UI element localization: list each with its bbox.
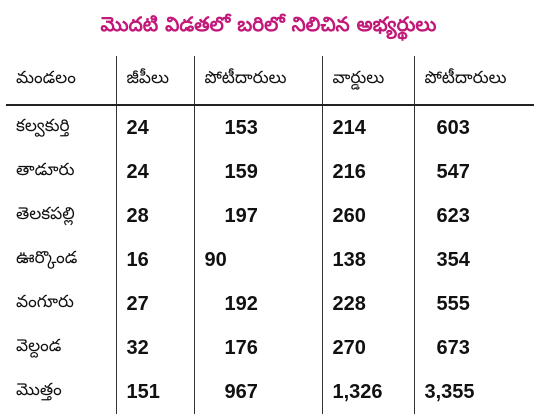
mandal-cell: వంగూరు (16, 292, 74, 312)
total-wards-cell: 1,326 (321, 370, 414, 414)
total-sarpanch-contestants-cell: 967 (193, 370, 322, 414)
table-row: తెలకపల్లి 28 197 260 623 (6, 194, 534, 238)
mandal-cell: ఊర్కొండ (16, 248, 78, 268)
sarpanch-contestants-cell: 159 (193, 150, 322, 194)
gps-cell: 24 (115, 150, 194, 194)
table-row: వంగూరు 27 192 228 555 (6, 282, 534, 326)
table-row: ఊర్కొండ 16 90 138 354 (6, 238, 534, 282)
column-header-ward-contestants: పోటీదారులు (413, 56, 534, 106)
wards-cell: 138 (321, 238, 414, 282)
mandal-cell: వెల్దండ (16, 336, 62, 356)
ward-contestants-cell: 555 (413, 282, 534, 326)
ward-contestants-cell: 603 (413, 105, 534, 150)
wards-cell: 228 (321, 282, 414, 326)
wards-cell: 260 (321, 194, 414, 238)
sarpanch-contestants-cell: 176 (193, 326, 322, 370)
mandal-cell: తాడూరు (16, 160, 75, 180)
column-header-gps: జీపీలు (115, 56, 194, 106)
sarpanch-contestants-cell: 90 (193, 238, 322, 282)
total-label-cell: మొత్తం (16, 380, 62, 400)
wards-cell: 270 (321, 326, 414, 370)
table-title: మొదటి విడతలో బరిలో నిలిచిన అభ్యర్థులు (100, 12, 437, 36)
table-row: తాడూరు 24 159 216 547 (6, 150, 534, 194)
ward-contestants-cell: 623 (413, 194, 534, 238)
ward-contestants-cell: 547 (413, 150, 534, 194)
header-row: మండలం జీపీలు పోటీదారులు వార్డులు పోటీదార… (6, 56, 534, 106)
sarpanch-contestants-cell: 197 (193, 194, 322, 238)
candidates-table: మండలం జీపీలు పోటీదారులు వార్డులు పోటీదార… (6, 56, 534, 414)
gps-cell: 24 (115, 105, 194, 150)
gps-cell: 16 (115, 238, 194, 282)
table-row: వెల్దండ 32 176 270 673 (6, 326, 534, 370)
total-row: మొత్తం 151 967 1,326 3,355 (6, 370, 534, 414)
sarpanch-contestants-cell: 192 (193, 282, 322, 326)
column-header-mandal: మండలం (6, 56, 116, 106)
total-gps-cell: 151 (115, 370, 194, 414)
sarpanch-contestants-cell: 153 (193, 105, 322, 150)
ward-contestants-cell: 673 (413, 326, 534, 370)
gps-cell: 27 (115, 282, 194, 326)
total-ward-contestants-cell: 3,355 (413, 370, 534, 414)
ward-contestants-cell: 354 (413, 238, 534, 282)
table-row: కల్వకుర్తి 24 153 214 603 (6, 105, 534, 150)
column-header-sarpanch-contestants: పోటీదారులు (193, 56, 322, 106)
wards-cell: 214 (321, 105, 414, 150)
mandal-cell: కల్వకుర్తి (16, 116, 70, 136)
gps-cell: 28 (115, 194, 194, 238)
column-header-wards: వార్డులు (321, 56, 414, 106)
gps-cell: 32 (115, 326, 194, 370)
wards-cell: 216 (321, 150, 414, 194)
mandal-cell: తెలకపల్లి (16, 204, 75, 224)
